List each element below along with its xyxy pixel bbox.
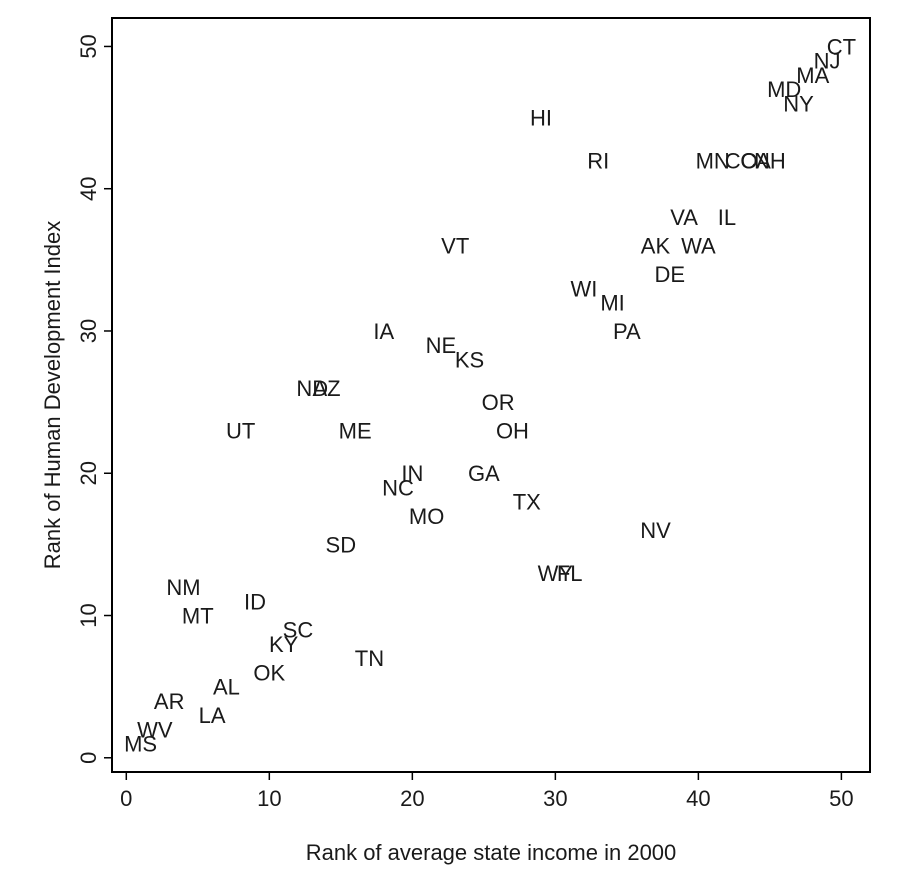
data-point-ia: IA — [373, 319, 394, 344]
data-point-ms: MS — [124, 732, 157, 757]
y-tick-label: 0 — [76, 752, 101, 764]
x-axis: 0 10 20 30 40 50 — [120, 772, 854, 811]
x-tick-label: 40 — [686, 786, 710, 811]
data-point-mt: MT — [182, 604, 214, 629]
x-tick-label: 10 — [257, 786, 281, 811]
data-point-ri: RI — [587, 148, 609, 173]
data-point-nv: NV — [640, 518, 671, 543]
data-point-wi: WI — [571, 276, 598, 301]
y-tick-label: 20 — [76, 461, 101, 485]
data-point-id: ID — [244, 589, 266, 614]
data-point-az: AZ — [312, 376, 340, 401]
x-tick-label: 20 — [400, 786, 424, 811]
x-tick-label: 50 — [829, 786, 853, 811]
data-point-md: MD — [767, 77, 801, 102]
data-point-me: ME — [339, 419, 372, 444]
data-point-ny: NY — [783, 91, 814, 116]
data-point-sd: SD — [326, 532, 357, 557]
data-point-ks: KS — [455, 347, 484, 372]
data-point-mo: MO — [409, 504, 444, 529]
y-tick-label: 50 — [76, 34, 101, 58]
data-point-ma: MA — [796, 63, 829, 88]
data-point-tx: TX — [513, 490, 541, 515]
data-point-ga: GA — [468, 461, 500, 486]
data-point-oh: OH — [496, 419, 529, 444]
data-point-in: IN — [401, 461, 423, 486]
data-point-hi: HI — [530, 106, 552, 131]
data-point-wv: WV — [137, 717, 173, 742]
data-point-nh: NH — [754, 148, 786, 173]
data-point-de: DE — [654, 262, 685, 287]
data-point-ne: NE — [426, 333, 457, 358]
data-point-va: VA — [670, 205, 698, 230]
data-point-nd: ND — [296, 376, 328, 401]
data-point-sc: SC — [283, 618, 314, 643]
data-point-ky: KY — [269, 632, 299, 657]
x-axis-title: Rank of average state income in 2000 — [306, 840, 677, 865]
data-point-ct: CT — [827, 34, 856, 59]
data-point-pa: PA — [613, 319, 641, 344]
data-point-fl: FL — [557, 561, 583, 586]
y-tick-label: 30 — [76, 319, 101, 343]
data-point-co: CO — [725, 148, 758, 173]
data-point-wy: WY — [538, 561, 574, 586]
y-axis: 0 10 20 30 40 50 — [76, 34, 112, 764]
data-point-or: OR — [482, 390, 515, 415]
x-tick-label: 30 — [543, 786, 567, 811]
data-point-ak: AK — [641, 234, 671, 259]
data-point-nm: NM — [166, 575, 200, 600]
data-point-al: AL — [213, 675, 240, 700]
data-point-vt: VT — [441, 234, 469, 259]
data-point-ca: CA — [740, 148, 771, 173]
plot-frame — [111, 17, 871, 773]
data-point-ok: OK — [253, 660, 285, 685]
y-axis-title: Rank of Human Development Index — [40, 221, 65, 570]
data-point-ar: AR — [154, 689, 185, 714]
data-point-nc: NC — [382, 475, 414, 500]
data-point-mn: MN — [696, 148, 730, 173]
data-point-tn: TN — [355, 646, 384, 671]
y-tick-label: 40 — [76, 176, 101, 200]
data-point-la: LA — [199, 703, 226, 728]
data-point-nj: NJ — [814, 49, 841, 74]
data-point-il: IL — [718, 205, 736, 230]
data-point-wa: WA — [681, 234, 716, 259]
x-tick-label: 0 — [120, 786, 132, 811]
y-tick-label: 10 — [76, 603, 101, 627]
data-point-mi: MI — [600, 291, 624, 316]
data-point-ut: UT — [226, 419, 255, 444]
